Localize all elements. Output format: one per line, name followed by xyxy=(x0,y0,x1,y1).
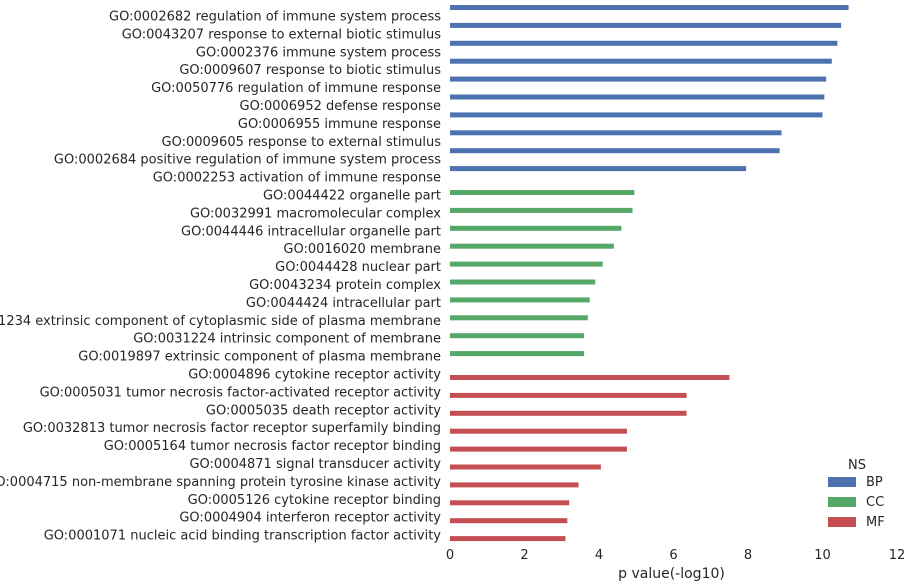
bar-cc xyxy=(450,261,603,267)
bar-mf xyxy=(450,446,627,452)
category-label: GO:0002376 immune system process xyxy=(196,45,441,60)
legend-label-mf: MF xyxy=(866,515,885,530)
category-label: GO:0004715 non-membrane spanning protein… xyxy=(0,475,441,490)
category-label: GO:0006952 defense response xyxy=(240,99,442,114)
category-labels: GO:0002682 regulation of immune system p… xyxy=(0,10,441,544)
bar-mf xyxy=(450,500,570,506)
category-label: GO:0016020 membrane xyxy=(283,242,441,257)
bar-cc xyxy=(450,297,590,303)
bar-bp xyxy=(450,166,747,172)
category-label: GO:0044422 organelle part xyxy=(263,189,441,204)
category-label: GO:0032991 macromolecular complex xyxy=(190,206,441,221)
bar-bp xyxy=(450,22,842,28)
legend: NS BP CC MF xyxy=(828,458,885,530)
legend-label-bp: BP xyxy=(866,475,883,490)
bar-mf xyxy=(450,518,568,524)
category-label: GO:0032813 tumor necrosis factor recepto… xyxy=(23,421,441,436)
bar-cc xyxy=(450,351,585,357)
category-label: GO:0002684 positive regulation of immune… xyxy=(54,153,441,168)
category-label: GO:0005035 death receptor activity xyxy=(206,403,441,418)
category-label: GO:0044428 nuclear part xyxy=(275,260,441,275)
category-label: GO:0019897 extrinsic component of plasma… xyxy=(78,350,441,365)
bar-cc xyxy=(450,190,635,195)
x-axis-ticks: 0 2 4 6 8 10 12 xyxy=(446,548,905,563)
category-label: GO:0043207 response to external biotic s… xyxy=(122,27,442,42)
bar-mf xyxy=(450,375,730,380)
category-label: GO:0005164 tumor necrosis factor recepto… xyxy=(104,439,441,454)
x-tick-label: 10 xyxy=(814,548,831,563)
bar-bp xyxy=(450,148,780,154)
category-label: GO:0044446 intracellular organelle part xyxy=(181,224,441,239)
category-label: GO:0009607 response to biotic stimulus xyxy=(179,63,441,78)
bar-bp xyxy=(450,40,838,46)
x-tick-label: 6 xyxy=(669,548,677,563)
category-label: GO:0002682 regulation of immune system p… xyxy=(109,10,441,25)
bar-cc xyxy=(450,225,622,231)
x-tick-label: 12 xyxy=(889,548,906,563)
bar-bp xyxy=(450,76,827,82)
bar-bp xyxy=(450,94,825,100)
legend-swatch-bp xyxy=(828,477,856,487)
category-label: GO:0004904 interferon receptor activity xyxy=(179,511,441,526)
category-label: GO:0050776 regulation of immune response xyxy=(151,81,441,96)
bar-mf xyxy=(450,428,627,434)
legend-swatch-mf xyxy=(828,517,856,527)
bar-cc xyxy=(450,279,596,285)
bar-cc xyxy=(450,207,633,213)
x-tick-label: 8 xyxy=(744,548,752,563)
bar-bp xyxy=(450,112,823,118)
category-label: GO:0031224 intrinsic component of membra… xyxy=(133,332,441,347)
legend-title: NS xyxy=(848,458,866,473)
category-label: GO:0031234 extrinsic component of cytopl… xyxy=(0,314,441,329)
category-label: GO:0004896 cytokine receptor activity xyxy=(188,368,441,383)
bar-cc xyxy=(450,243,614,249)
category-label: GO:0001071 nucleic acid binding transcri… xyxy=(44,529,442,544)
bar-mf xyxy=(450,392,687,398)
category-label: GO:0005031 tumor necrosis factor-activat… xyxy=(40,385,442,400)
x-axis-title: p value(-log10) xyxy=(618,566,725,582)
bar-mf xyxy=(450,464,601,470)
category-label: GO:0009605 response to external stimulus xyxy=(162,135,442,150)
category-label: GO:0006955 immune response xyxy=(238,117,441,132)
category-label: GO:0002253 activation of immune response xyxy=(153,171,441,186)
bar-mf xyxy=(450,536,566,542)
bar-mf xyxy=(450,410,687,416)
bar-bp xyxy=(450,130,782,136)
legend-swatch-cc xyxy=(828,497,856,507)
legend-label-cc: CC xyxy=(866,495,884,510)
x-tick-label: 0 xyxy=(446,548,454,563)
bar-cc xyxy=(450,315,588,321)
bar-bp xyxy=(450,5,849,10)
bars-group xyxy=(450,5,849,542)
category-label: GO:0005126 cytokine receptor binding xyxy=(188,493,441,508)
bar-mf xyxy=(450,482,579,488)
category-label: GO:0044424 intracellular part xyxy=(246,296,441,311)
x-tick-label: 2 xyxy=(520,548,528,563)
bar-cc xyxy=(450,333,585,339)
bar-bp xyxy=(450,58,832,64)
category-label: GO:0004871 signal transducer activity xyxy=(189,457,441,472)
x-tick-label: 4 xyxy=(595,548,603,563)
category-label: GO:0043234 protein complex xyxy=(249,278,441,293)
